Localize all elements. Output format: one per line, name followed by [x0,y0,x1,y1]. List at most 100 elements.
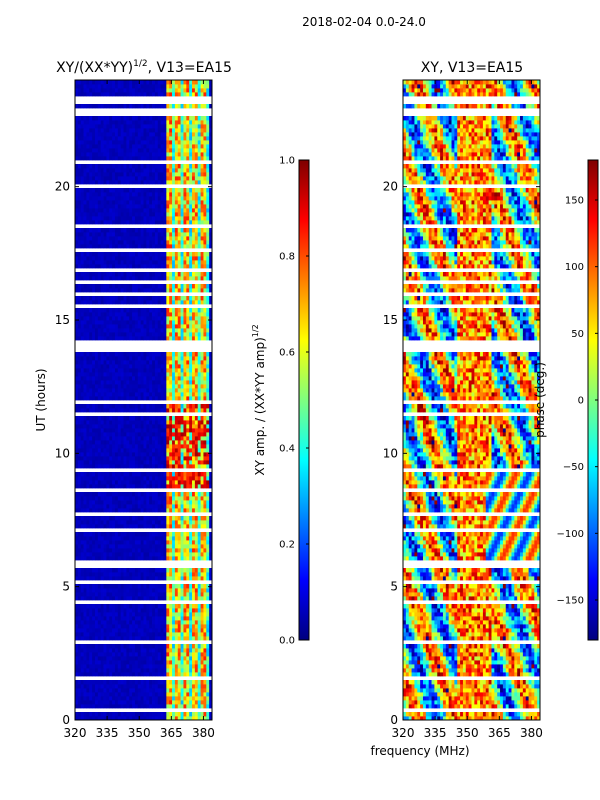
heatmap-cell [106,392,110,397]
heatmap-cell [143,492,147,497]
heatmap-cell [203,372,207,377]
heatmap-cell [206,428,210,433]
heatmap-cell [137,532,142,537]
heatmap-cell [137,376,142,381]
heatmap-cell [183,508,187,513]
heatmap-cell [86,540,90,545]
heatmap-cell [94,692,99,697]
heatmap-cell [140,664,144,669]
heatmap-cell [123,576,127,581]
heatmap-cell [209,424,213,429]
heatmap-cell [194,540,199,545]
heatmap-cell [197,272,201,277]
heatmap-cell [146,592,150,597]
heatmap-cell [94,244,99,249]
heatmap-cell [194,704,199,709]
heatmap-cell [203,504,207,509]
heatmap-cell [189,636,193,641]
heatmap-cell [169,604,173,609]
heatmap-cell [166,668,170,673]
heatmap-cell [163,360,167,365]
heatmap-cell [143,276,147,281]
heatmap-cell [149,276,153,281]
heatmap-cell [134,608,139,613]
heatmap-cell [209,388,213,393]
heatmap-cell [157,536,162,541]
heatmap-cell [126,520,130,525]
heatmap-cell [209,704,213,709]
heatmap-cell [180,520,184,525]
heatmap-cell [154,536,159,541]
heatmap-cell [94,300,99,305]
heatmap-cell [83,648,87,653]
heatmap-cell [86,376,90,381]
heatmap-cell [143,448,147,453]
heatmap-cell [106,712,110,717]
heatmap-cell [137,260,142,265]
heatmap-cell [123,572,127,577]
heatmap-cell [203,440,207,445]
heatmap-cell [89,220,93,225]
heatmap-cell [177,544,181,549]
heatmap-cell [132,464,136,469]
heatmap-cell [75,620,79,625]
heatmap-cell [92,388,96,393]
heatmap-cell [206,588,210,593]
heatmap-cell [209,288,213,293]
heatmap-cell [183,692,187,697]
heatmap-cell [109,584,113,589]
heatmap-cell [103,548,107,553]
heatmap-cell [117,696,122,701]
heatmap-cell [94,524,99,529]
heatmap-cell [183,612,187,617]
heatmap-cell [194,460,199,465]
heatmap-cell [169,368,173,373]
heatmap-cell [174,216,179,221]
heatmap-cell [126,240,130,245]
heatmap-cell [112,324,116,329]
heatmap-cell [169,516,173,521]
heatmap-cell [100,264,104,269]
heatmap-cell [75,688,79,693]
heatmap-cell [77,524,82,529]
heatmap-cell [203,704,207,709]
heatmap-cell [83,404,87,409]
heatmap-cell [94,584,99,589]
heatmap-cell [194,452,199,457]
heatmap-cell [86,680,90,685]
heatmap-cell [75,524,79,529]
heatmap-cell [203,680,207,685]
heatmap-cell [112,568,116,573]
heatmap-cell [137,220,142,225]
heatmap-cell [180,668,184,673]
heatmap-cell [206,392,210,397]
heatmap-cell [129,584,133,589]
heatmap-cell [200,504,204,509]
heatmap-cell [132,716,136,721]
heatmap-cell [117,276,122,281]
heatmap-cell [174,300,179,305]
heatmap-cell [114,624,119,629]
heatmap-cell [152,264,156,269]
heatmap-cell [80,536,84,541]
heatmap-cell [140,480,144,485]
heatmap-cell [200,388,204,393]
heatmap-cell [106,244,110,249]
heatmap-cell [203,256,207,261]
heatmap-cell [152,216,156,221]
heatmap-cell [86,264,90,269]
heatmap-cell [109,668,113,673]
heatmap-cell [126,672,130,677]
heatmap-cell [172,572,176,577]
heatmap-cell [200,420,204,425]
heatmap-cell [106,324,110,329]
heatmap-cell [80,288,84,293]
heatmap-cell [129,240,133,245]
heatmap-cell [200,680,204,685]
heatmap-cell [97,380,102,385]
heatmap-cell [132,576,136,581]
heatmap-cell [163,440,167,445]
heatmap-cell [154,220,159,225]
heatmap-cell [106,536,110,541]
heatmap-cell [186,476,190,481]
